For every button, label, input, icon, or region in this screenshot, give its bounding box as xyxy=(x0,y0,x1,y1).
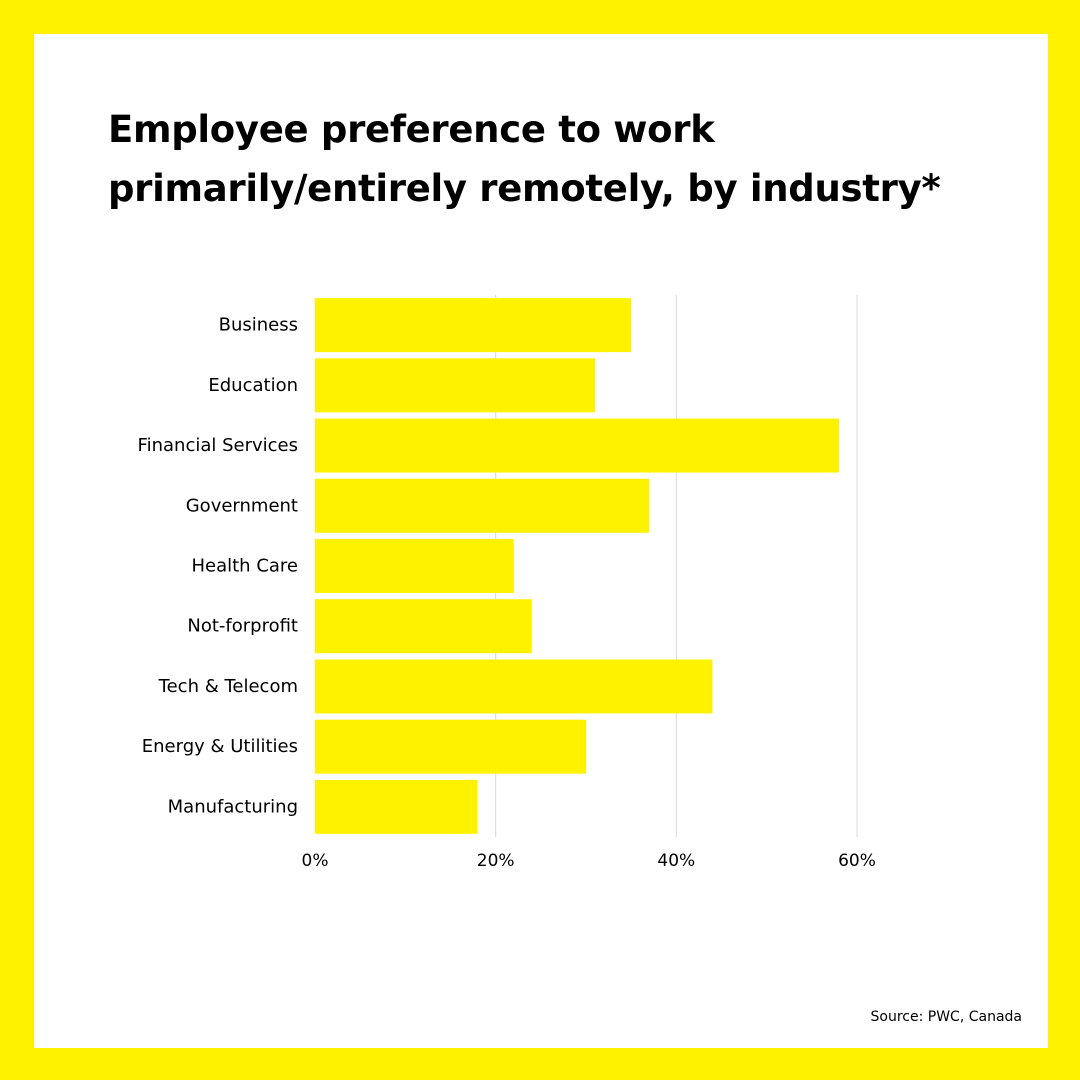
chart-title-line-1: Employee preference to work xyxy=(108,108,715,151)
bar-financial-services xyxy=(315,418,839,473)
category-label-health-care: Health Care xyxy=(191,556,298,577)
x-tick-label-0: 0% xyxy=(302,851,329,871)
category-label-education: Education xyxy=(208,375,298,396)
category-label-tech-telecom: Tech & Telecom xyxy=(158,676,298,697)
category-label-financial-services: Financial Services xyxy=(138,435,298,456)
category-label-not-forprofit: Not-forprofit xyxy=(187,616,298,637)
chart-title: Employee preference to work primarily/en… xyxy=(108,100,1008,218)
category-label-manufacturing: Manufacturing xyxy=(168,796,298,817)
source-note: Source: PWC, Canada xyxy=(870,1009,1022,1025)
bar-government xyxy=(315,478,650,533)
bar-manufacturing xyxy=(315,779,478,834)
bar-business xyxy=(315,298,632,353)
x-tick-label-20: 20% xyxy=(477,851,515,871)
bar-tech-telecom xyxy=(315,659,713,714)
category-label-energy-utilities: Energy & Utilities xyxy=(142,736,298,757)
chart-card xyxy=(34,34,1048,1048)
bar-education xyxy=(315,358,596,413)
bar-energy-utilities xyxy=(315,719,586,774)
bar-not-forprofit xyxy=(315,599,532,654)
category-label-government: Government xyxy=(186,495,298,516)
category-label-business: Business xyxy=(219,315,298,336)
chart-title-line-2: primarily/entirely remotely, by industry… xyxy=(108,167,941,210)
x-tick-label-60: 60% xyxy=(838,851,876,871)
bar-health-care xyxy=(315,539,514,593)
x-tick-label-40: 40% xyxy=(657,851,695,871)
